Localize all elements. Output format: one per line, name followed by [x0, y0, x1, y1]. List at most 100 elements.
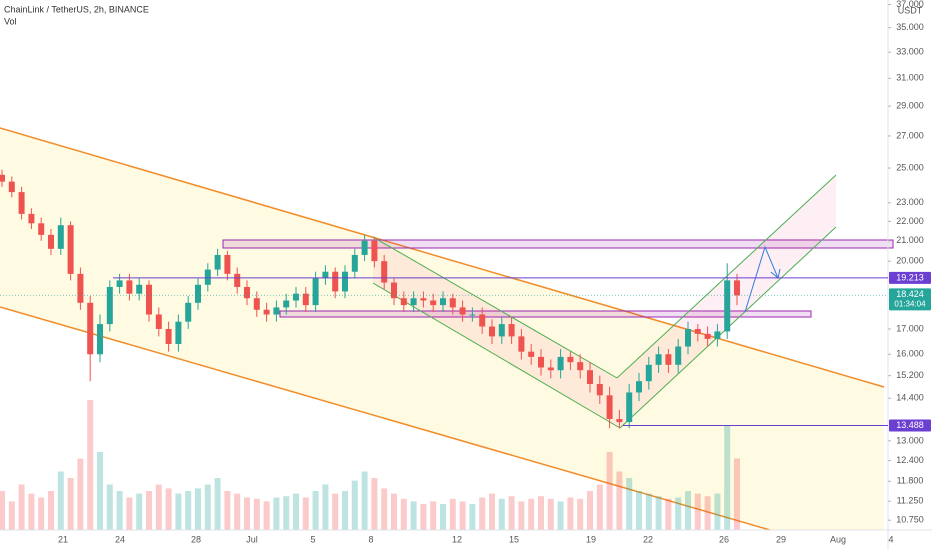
candle-body [28, 213, 35, 224]
volume-label: Vol [4, 16, 17, 26]
volume-bar [547, 498, 554, 530]
candle-body [195, 284, 201, 303]
channel-fill [0, 128, 884, 530]
candle-body [0, 174, 5, 182]
candle-body [734, 280, 740, 296]
price-label: 13.488 [896, 420, 924, 430]
x-tick-label: 22 [643, 534, 653, 544]
volume-bar [518, 501, 525, 530]
price-label-box [889, 271, 931, 284]
volume-bar [77, 458, 84, 530]
volume-bar [204, 484, 211, 530]
x-tick-label: 19 [586, 534, 596, 544]
volume-bar [734, 458, 740, 530]
candle-body [645, 364, 652, 382]
y-tick-label: 22.000 [896, 216, 924, 226]
volume-bar [342, 491, 348, 530]
volume-bar [234, 493, 241, 530]
volume-bar [28, 493, 35, 530]
volume-bar [155, 484, 162, 530]
x-tick-label: 12 [452, 534, 462, 544]
volume-bar [538, 496, 544, 530]
candle-body [361, 240, 368, 255]
volume-bar [596, 484, 603, 530]
candle-body [18, 192, 25, 214]
volume-bar [195, 488, 201, 530]
candle-body [322, 271, 329, 279]
y-tick-label: 33.000 [896, 47, 924, 57]
down-channel [372, 236, 618, 379]
y-tick-label: 10.750 [896, 515, 924, 525]
y-tick-label: 11.250 [897, 496, 924, 506]
x-tick-label: 29 [776, 534, 786, 544]
volume-bar [469, 504, 476, 530]
volume-bar [361, 471, 368, 530]
candle-body [8, 181, 15, 193]
volume-bar [391, 493, 397, 530]
volume-bar [694, 493, 701, 530]
down-channel [372, 282, 621, 429]
candle-body [302, 293, 309, 306]
candle-body [126, 280, 133, 294]
candle-body [430, 300, 437, 306]
candle-body [87, 302, 94, 355]
countdown-label: 01:34:04 [894, 300, 926, 309]
zone-box [222, 239, 894, 249]
candle-body [312, 278, 319, 306]
candle-body [528, 351, 535, 357]
y-tick-label: 29.000 [896, 101, 924, 111]
price-label-box [889, 419, 931, 432]
candle-layer [0, 169, 740, 429]
candle-body [508, 324, 515, 337]
candle-body [391, 282, 397, 299]
channel-upper [0, 127, 885, 388]
candle-body [626, 392, 633, 423]
volume-bar [459, 501, 466, 530]
candle-body [224, 254, 231, 274]
candle-body [636, 381, 642, 393]
x-tick-label: 4 [888, 534, 893, 544]
volume-bar [87, 400, 94, 530]
last-price-box [889, 288, 931, 311]
candle-body [557, 356, 564, 371]
candle-body [724, 280, 731, 332]
volume-bar [449, 498, 456, 530]
volume-bar [528, 498, 535, 530]
axis-unit: USDT [898, 5, 923, 15]
volume-bar [253, 498, 260, 530]
volume-bar [616, 471, 623, 530]
channel-fill [373, 175, 836, 428]
candle-body [538, 356, 544, 368]
candle-body [106, 286, 113, 325]
candle-body [77, 273, 84, 303]
volume-bar [557, 501, 564, 530]
volume-bar [567, 497, 574, 530]
candle-body [577, 362, 584, 371]
x-tick-label: 21 [58, 534, 68, 544]
candle-body [616, 419, 623, 423]
candle-body [342, 271, 348, 292]
volume-bar [273, 497, 280, 530]
candle-body [489, 326, 495, 337]
drawings [0, 127, 894, 531]
x-tick-label: Aug [830, 534, 846, 544]
volume-layer [0, 400, 740, 530]
candle-body [175, 321, 182, 344]
candle-body [116, 280, 123, 287]
y-tick-label: 27.000 [896, 130, 924, 140]
volume-bar [48, 491, 54, 530]
candle-body [587, 370, 593, 384]
candle-body [440, 298, 446, 306]
candle-body [459, 307, 466, 315]
volume-bar [665, 498, 672, 530]
candle-body [97, 324, 103, 355]
zone-box [279, 310, 812, 318]
candle-body [596, 383, 603, 396]
candle-body [714, 331, 721, 339]
y-tick-label: 21.000 [896, 235, 924, 245]
x-tick-label: 24 [115, 534, 125, 544]
y-tick-label: 11.800 [897, 476, 924, 486]
x-tick-label: 5 [310, 534, 315, 544]
volume-bar [704, 496, 711, 530]
volume-bar [430, 501, 437, 530]
